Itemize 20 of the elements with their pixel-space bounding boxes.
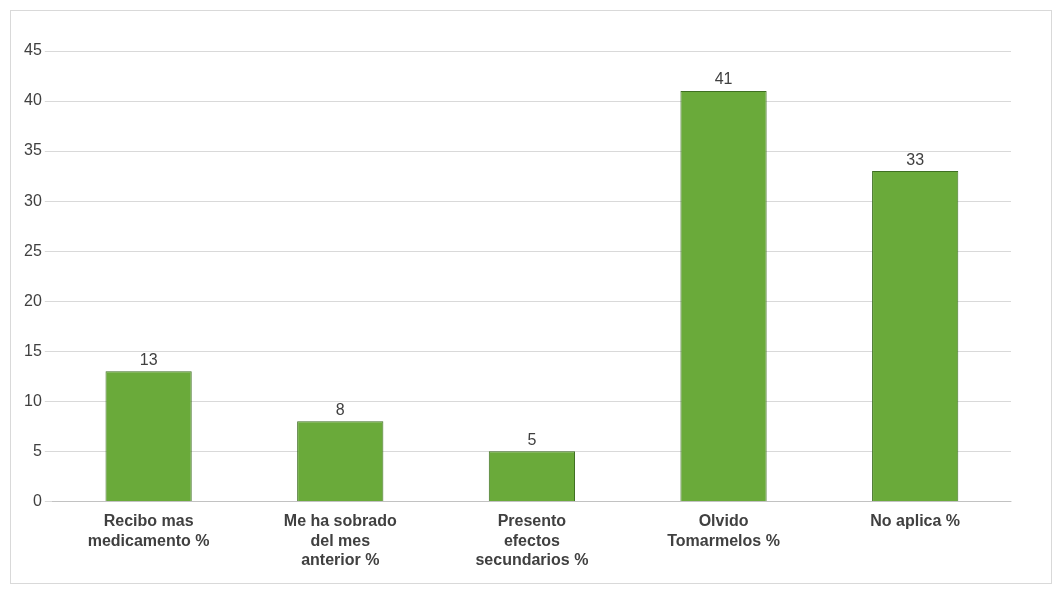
x-tick-label: Presento efectos secundarios % [475, 512, 589, 568]
data-label: 13 [139, 350, 158, 368]
y-tick-label: 15 [24, 341, 42, 359]
y-tick-label: 40 [24, 91, 42, 109]
x-tick-label: Me ha sobrado del mes anterior % [283, 512, 397, 568]
y-tick-label: 20 [24, 291, 42, 309]
data-label: 8 [335, 400, 345, 418]
y-tick-label: 45 [24, 41, 42, 59]
x-tick-label: Olvido Tomarmelos % [667, 512, 780, 549]
data-label: 5 [527, 430, 537, 448]
y-tick-label: 25 [24, 241, 42, 259]
y-tick-label: 10 [24, 391, 42, 409]
y-tick-label: 30 [24, 191, 42, 209]
data-label: 33 [906, 150, 925, 168]
y-tick-label: 5 [32, 441, 42, 459]
y-tick-label: 0 [32, 491, 42, 509]
x-tick-label: No aplica % [870, 512, 961, 530]
x-tick-label: Recibo mas medicamento % [87, 512, 210, 549]
y-tick-label: 35 [24, 141, 42, 159]
data-label: 41 [714, 70, 733, 88]
